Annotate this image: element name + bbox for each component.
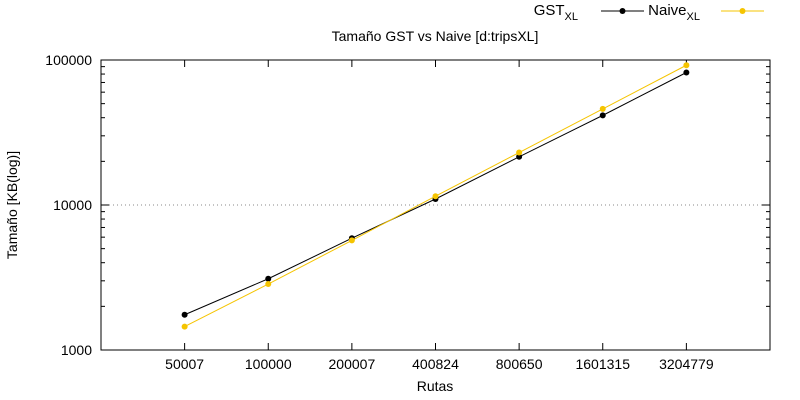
y-axis-label: Tamaño [KB(log)]: [4, 151, 20, 259]
y-tick-label: 100000: [45, 52, 92, 68]
legend-marker-naive: [739, 8, 746, 14]
data-point-gst: [516, 153, 523, 160]
x-tick-label: 100000: [245, 356, 292, 372]
chart-title: Tamaño GST vs Naive [d:tripsXL]: [332, 28, 539, 44]
data-point-gst: [599, 112, 606, 119]
x-axis-label: Rutas: [417, 378, 454, 394]
x-tick-label: 800650: [496, 356, 543, 372]
legend-label-naive: NaiveXL: [648, 2, 700, 23]
data-point-gst: [683, 69, 690, 76]
x-axis-ticks: 50007 100000 200007 400824 800650 1601315 3204…: [165, 60, 714, 372]
data-point-naive: [599, 105, 606, 112]
legend: GSTXL NaiveXL: [534, 2, 764, 23]
data-point-naive: [181, 323, 188, 330]
data-point-naive: [348, 237, 355, 244]
x-tick-label: 3204779: [659, 356, 714, 372]
x-tick-label: 200007: [329, 356, 376, 372]
y-tick-label: 1000: [61, 342, 92, 358]
data-point-naive: [432, 193, 439, 200]
series-group: [181, 62, 690, 330]
x-tick-label: 1601315: [575, 356, 630, 372]
data-point-naive: [683, 62, 690, 69]
data-point-naive: [516, 149, 523, 156]
data-point-naive: [265, 281, 272, 288]
data-point-gst: [181, 311, 188, 318]
y-axis-ticks: 1000 10000 100000: [45, 52, 770, 358]
y-tick-label: 10000: [53, 197, 92, 213]
legend-marker-gst: [619, 8, 626, 14]
x-tick-label: 400824: [412, 356, 459, 372]
data-point-gst: [265, 275, 272, 282]
legend-label-gst: GSTXL: [534, 2, 578, 23]
x-tick-label: 50007: [165, 356, 204, 372]
